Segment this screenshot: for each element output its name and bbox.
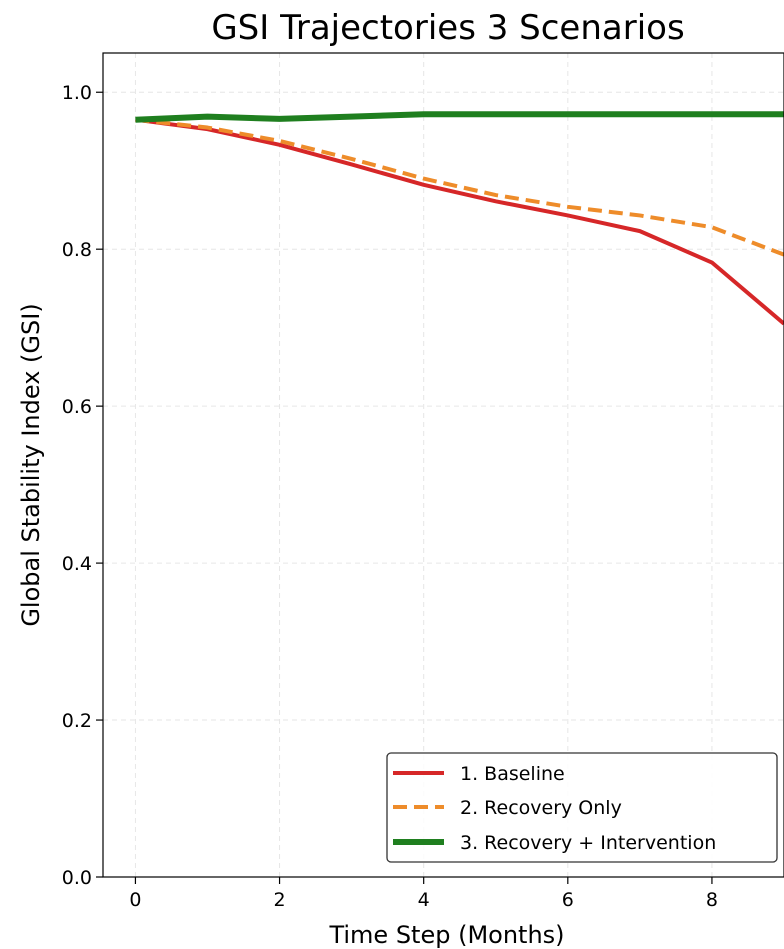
data-series [135,111,784,326]
y-tick-label: 1.0 [62,82,92,104]
axis-ticks: 0 2 4 6 8 0.0 0.2 0.4 0.6 0.8 1.0 [62,82,718,911]
y-tick-label: 0.8 [62,239,92,261]
x-tick-label: 6 [562,889,574,911]
x-tick-label: 4 [418,889,430,911]
legend-box [386,752,778,863]
plot-frame [102,52,784,878]
legend-label-baseline: 1. Baseline [460,763,565,785]
x-tick-label: 8 [706,889,718,911]
legend-label-recovery-intervention: 3. Recovery + Intervention [460,832,716,854]
y-axis-label: Global Stability Index (GSI) [17,303,45,626]
series-line-baseline [135,117,784,326]
y-tick-label: 0.4 [62,553,92,575]
y-tick-label: 0.2 [62,710,92,732]
series-line-recovery-only [135,117,784,257]
x-tick-label: 0 [129,889,141,911]
x-tick-label: 2 [274,889,286,911]
chart-title: GSI Trajectories 3 Scenarios [211,8,684,48]
legend: 1. Baseline 2. Recovery Only 3. Recovery… [386,752,778,863]
grid-lines [103,53,784,878]
legend-label-recovery-only: 2. Recovery Only [460,797,622,819]
x-axis-label: Time Step (Months) [328,921,564,949]
y-tick-label: 0.6 [62,396,92,418]
series-line-recovery-intervention [135,111,784,123]
y-tick-label: 0.0 [62,867,92,889]
